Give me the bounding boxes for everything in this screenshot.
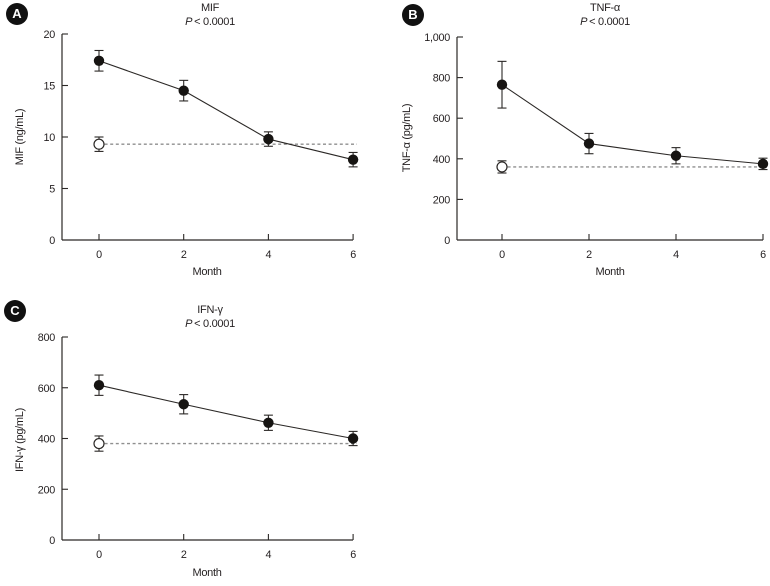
p-symbol: P (185, 318, 193, 330)
panel-a: A MIF P < 0.0001 MIF (ng/mL) 0 5 10 15 20 0 2 4 6… (0, 0, 385, 290)
filled-circle-marker (347, 433, 359, 444)
panel-b-p-value: P < 0.0001 (525, 16, 685, 29)
x-tick-label: 2 (181, 549, 187, 561)
panel-c-chart-title: IFN-γ (197, 304, 223, 316)
panel-a-x-axis-label: Month (192, 266, 222, 278)
x-tick-label: 6 (350, 249, 356, 261)
p-symbol: P (580, 16, 588, 28)
x-tick-label: 0 (96, 549, 102, 561)
y-tick-label: 0 (444, 235, 450, 247)
panel-b-badge: B (402, 4, 424, 26)
panel-c-chart-canvas: 0 200 400 600 800 0 2 4 6 (38, 332, 359, 561)
filled-circle-marker (93, 55, 105, 66)
y-tick-label: 1,000 (424, 32, 450, 44)
filled-circle-marker (583, 138, 595, 149)
series-line (98, 384, 354, 440)
panel-b-chart-title: TNF-α (590, 2, 620, 14)
panel-a-badge-letter: A (12, 6, 22, 21)
filled-circle-marker (347, 154, 359, 165)
filled-circle-marker (93, 380, 105, 391)
x-tick-label: 4 (673, 249, 679, 261)
x-tick-label: 2 (586, 249, 592, 261)
axes (61, 337, 353, 541)
series-line (98, 60, 354, 161)
series-line (501, 84, 764, 165)
panel-a-chart-canvas: 0 5 10 15 20 0 2 4 6 (43, 29, 359, 261)
p-value-text: < 0.0001 (194, 16, 235, 28)
filled-circle-marker (178, 85, 189, 96)
x-tick-label: 4 (266, 249, 272, 261)
y-tick-label: 20 (43, 29, 55, 41)
panel-c-x-axis-label: Month (192, 567, 222, 579)
filled-circle-marker (263, 417, 274, 428)
panel-a-chart-title: MIF (200, 2, 220, 14)
y-tick-label: 800 (38, 332, 56, 344)
y-tick-label: 400 (433, 154, 451, 166)
x-tick-label: 0 (96, 249, 102, 261)
open-circle-marker (496, 161, 508, 173)
x-tick-label: 0 (499, 249, 505, 261)
filled-circle-marker (178, 399, 189, 410)
y-tick-label: 600 (38, 383, 56, 395)
p-value-text: < 0.0001 (589, 16, 630, 28)
filled-circle-marker (757, 158, 769, 170)
panel-b: B TNF-α P < 0.0001 TNF-α (pg/mL) 0 200 400 6… (385, 0, 770, 290)
panel-b-badge-letter: B (408, 7, 418, 22)
x-tick-label: 6 (760, 249, 766, 261)
panel-c-badge: C (4, 300, 26, 322)
y-tick-label: 0 (49, 535, 55, 547)
y-tick-label: 0 (49, 235, 55, 247)
panel-c: C IFN-γ P < 0.0001 IFN-γ (pg/mL) 0 200 400 6… (0, 290, 385, 586)
open-circle-marker (93, 437, 105, 450)
y-tick-label: 200 (38, 484, 56, 496)
axes (61, 34, 353, 241)
filled-circle-marker (496, 79, 508, 90)
panel-b-chart-canvas: 0 200 400 600 800 1,000 0 2 4 6 (424, 32, 769, 261)
y-tick-label: 200 (433, 194, 451, 206)
x-tick-label: 4 (266, 549, 272, 561)
panel-c-p-value: P < 0.0001 (130, 318, 290, 331)
x-tick-label: 6 (350, 549, 356, 561)
panel-a-p-value: P < 0.0001 (130, 16, 290, 29)
y-tick-label: 400 (38, 434, 56, 446)
y-tick-label: 15 (43, 81, 55, 93)
y-tick-label: 5 (49, 184, 55, 196)
y-tick-label: 600 (433, 113, 451, 125)
panel-c-badge-letter: C (10, 303, 20, 318)
x-tick-label: 2 (181, 249, 187, 261)
p-value-text: < 0.0001 (194, 318, 235, 330)
filled-circle-marker (670, 150, 682, 161)
y-tick-label: 800 (433, 73, 451, 85)
open-circle-marker (93, 138, 105, 150)
p-symbol: P (185, 16, 193, 28)
filled-circle-marker (263, 133, 274, 145)
axes (456, 37, 763, 241)
panel-a-badge: A (6, 3, 28, 25)
y-tick-label: 10 (43, 132, 55, 144)
panel-b-x-axis-label: Month (595, 266, 625, 278)
